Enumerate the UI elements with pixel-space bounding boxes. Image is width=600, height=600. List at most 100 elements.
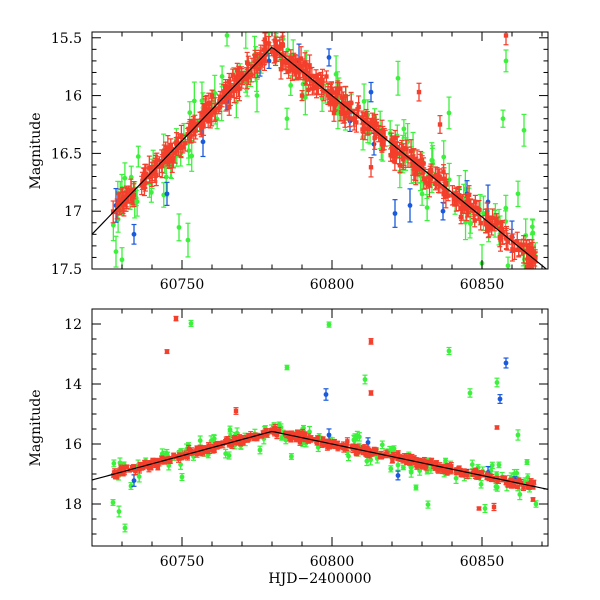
data-point — [219, 65, 225, 88]
data-point — [496, 461, 502, 469]
data-point — [323, 388, 329, 401]
data-point — [110, 499, 116, 506]
data-point — [425, 500, 431, 509]
x-tick-label: 60750 — [160, 277, 205, 293]
data-point — [515, 429, 521, 441]
data-point — [328, 83, 334, 101]
bottom-panel-marks — [92, 315, 548, 533]
data-point — [363, 108, 369, 121]
top-panel-ylabel: Magnitude — [28, 112, 44, 189]
data-point — [188, 121, 194, 136]
data-point — [117, 191, 123, 216]
data-point — [299, 89, 305, 102]
data-point — [131, 474, 137, 487]
data-point — [211, 448, 217, 453]
data-point — [429, 457, 435, 465]
data-point — [424, 194, 430, 222]
data-point — [446, 346, 452, 356]
data-point — [209, 89, 215, 102]
data-point — [467, 388, 473, 398]
data-point — [122, 523, 128, 533]
bottom-panel-frame — [91, 308, 549, 547]
data-point — [486, 215, 492, 229]
data-point — [391, 135, 397, 154]
y-tick-label: 18 — [64, 497, 82, 513]
data-point — [379, 119, 385, 146]
data-point — [494, 377, 500, 388]
data-point — [156, 156, 162, 178]
data-point — [234, 75, 240, 100]
data-point — [446, 96, 452, 130]
data-point — [332, 442, 338, 450]
data-point — [307, 67, 313, 91]
data-point — [137, 461, 143, 470]
data-point — [453, 467, 459, 476]
data-point — [111, 459, 117, 468]
data-point — [515, 180, 521, 208]
data-point — [516, 242, 522, 257]
data-point — [530, 497, 536, 502]
data-point — [520, 483, 526, 492]
data-point — [379, 440, 385, 450]
data-point — [333, 86, 339, 105]
data-point — [427, 165, 433, 188]
data-point — [226, 451, 232, 460]
data-point — [266, 32, 272, 44]
data-point — [175, 136, 181, 151]
data-point — [494, 425, 500, 430]
data-point — [186, 444, 192, 454]
data-point — [503, 357, 509, 369]
data-point — [189, 139, 195, 172]
data-point — [197, 111, 203, 135]
data-point — [314, 439, 320, 446]
data-point — [521, 113, 527, 147]
x-tick-label: 60800 — [310, 554, 355, 570]
data-point — [503, 49, 509, 73]
bottom-panel-ylabel: Magnitude — [28, 389, 44, 466]
data-point — [362, 374, 368, 385]
data-point — [384, 451, 390, 459]
data-point — [470, 202, 476, 220]
data-point — [503, 32, 509, 46]
data-point — [188, 319, 194, 327]
data-point — [368, 81, 374, 103]
data-point — [476, 506, 482, 511]
data-point — [126, 185, 132, 204]
data-point — [354, 449, 360, 457]
data-point — [164, 181, 170, 206]
data-point — [216, 440, 222, 449]
data-point — [458, 209, 464, 225]
data-point — [284, 107, 290, 130]
data-point — [150, 457, 156, 467]
data-point — [166, 149, 172, 166]
data-point — [503, 227, 509, 250]
data-point — [340, 441, 346, 450]
data-point — [120, 196, 126, 214]
data-point — [171, 452, 177, 457]
data-point — [201, 108, 207, 122]
data-point — [368, 338, 374, 345]
data-point — [288, 453, 294, 460]
top-panel-frame — [91, 31, 549, 270]
y-tick-label: 16 — [64, 437, 82, 453]
data-point — [505, 256, 511, 269]
data-point — [435, 466, 441, 474]
data-point — [395, 470, 401, 481]
data-point — [224, 32, 230, 47]
data-point — [478, 479, 484, 489]
data-point — [179, 472, 185, 482]
data-point — [368, 156, 374, 178]
data-point — [388, 465, 394, 473]
data-point — [243, 32, 249, 49]
model-curve — [92, 430, 548, 490]
x-tick-label: 60750 — [160, 554, 205, 570]
bottom-panel-ticks: 60750 60800 60850 12 14 16 18 — [64, 308, 548, 570]
data-point — [326, 48, 332, 67]
data-point — [131, 223, 137, 245]
data-point — [465, 193, 471, 214]
x-tick-label: 60850 — [460, 277, 505, 293]
data-point — [437, 115, 443, 134]
data-point — [496, 476, 502, 484]
data-point — [472, 470, 478, 480]
